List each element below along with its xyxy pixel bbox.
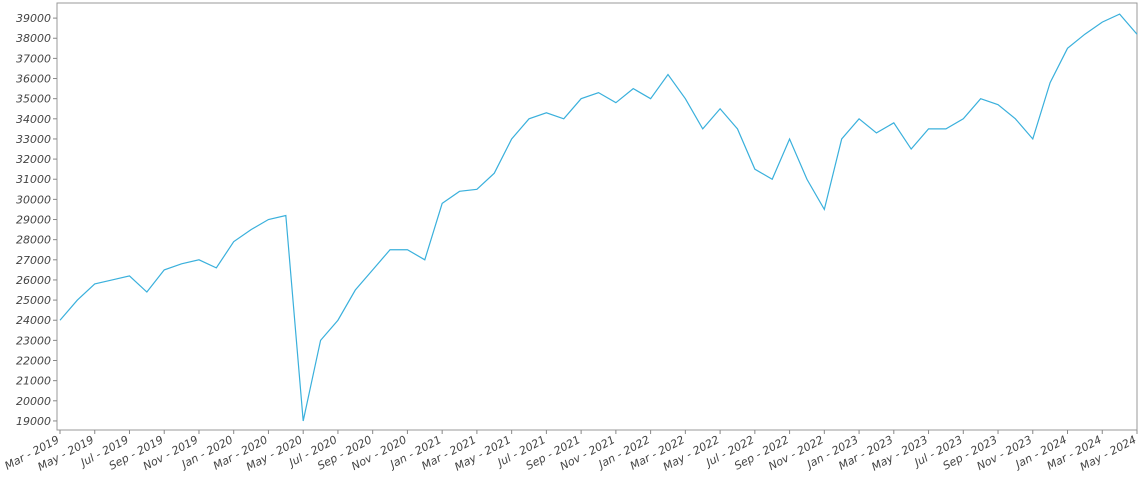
- y-tick-label: 34000: [16, 113, 51, 126]
- y-tick-label: 27000: [16, 254, 51, 267]
- y-tick-label: 23000: [16, 334, 51, 347]
- plot-frame: [56, 2, 1138, 431]
- y-tick-label: 21000: [16, 375, 51, 388]
- y-tick-label: 25000: [16, 294, 51, 307]
- y-tick-label: 19000: [16, 415, 51, 428]
- y-tick-label: 24000: [16, 314, 51, 327]
- y-tick-label: 28000: [16, 234, 51, 247]
- y-tick-label: 39000: [16, 12, 51, 25]
- y-tick-label: 20000: [16, 395, 51, 408]
- y-tick-label: 38000: [16, 32, 51, 45]
- data-line: [59, 13, 1138, 422]
- y-tick-label: 37000: [16, 52, 51, 65]
- y-tick-label: 36000: [16, 73, 51, 86]
- y-tick-label: 26000: [16, 274, 51, 287]
- y-tick-label: 30000: [16, 193, 51, 206]
- y-tick-label: 22000: [16, 355, 51, 368]
- y-tick-label: 33000: [16, 133, 51, 146]
- y-tick-label: 35000: [16, 93, 51, 106]
- y-tick-label: 29000: [16, 214, 51, 227]
- y-tick-label: 32000: [16, 153, 51, 166]
- y-tick-label: 31000: [16, 173, 51, 186]
